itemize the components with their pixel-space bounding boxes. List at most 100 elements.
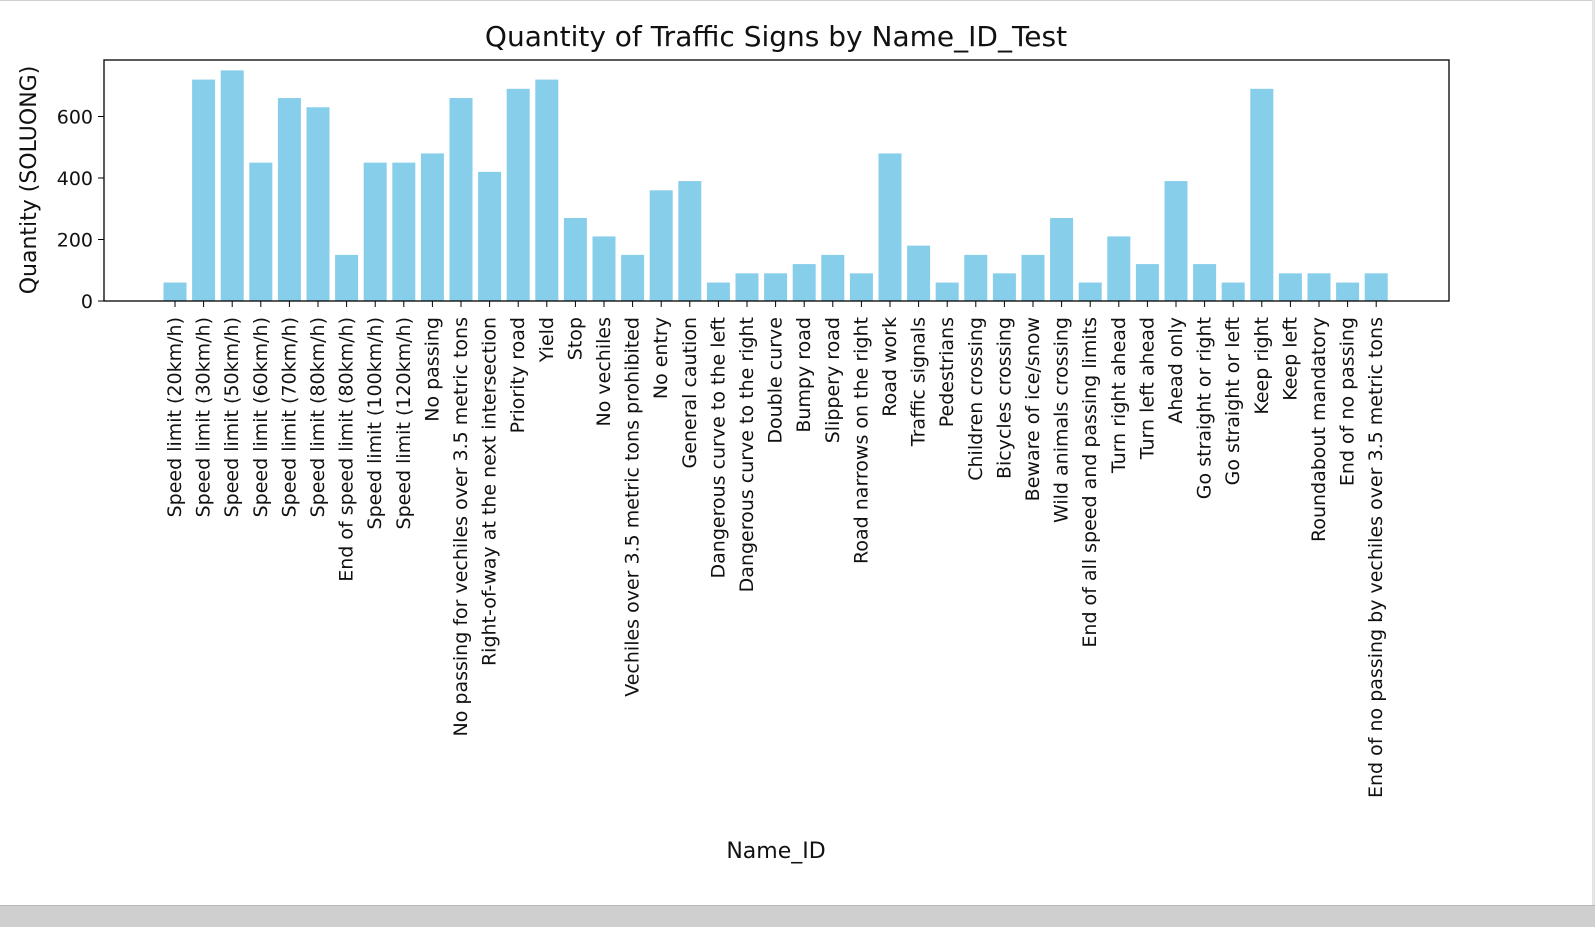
x-tick-label-8: Speed limit (120km/h): [393, 317, 415, 529]
bar-41: [1336, 282, 1360, 301]
x-tick-label-7: Speed limit (100km/h): [364, 317, 386, 529]
x-tick-label-18: General caution: [679, 317, 701, 468]
x-tick-label-33: Turn right ahead: [1108, 317, 1130, 474]
x-tick-label-4: Speed limit (70km/h): [278, 317, 300, 517]
bar-3: [249, 162, 273, 302]
bar-40: [1307, 273, 1331, 301]
x-tick-label-29: Bicycles crossing: [993, 317, 1015, 479]
bar-1: [192, 79, 216, 301]
bar-39: [1278, 273, 1302, 301]
y-tick-label-0: 0: [81, 291, 93, 313]
bar-20: [735, 273, 759, 301]
x-tick-label-40: Roundabout mandatory: [1308, 317, 1330, 542]
bar-33: [1107, 236, 1131, 302]
y-tick-label-2: 400: [57, 168, 93, 190]
bar-24: [849, 273, 873, 301]
y-axis: 0 200 400 600: [57, 107, 104, 313]
bar-32: [1078, 282, 1102, 301]
x-tick-label-35: Ahead only: [1165, 317, 1187, 424]
bar-4: [277, 98, 301, 301]
bar-0: [163, 282, 187, 301]
x-tick-label-31: Wild animals crossing: [1051, 317, 1073, 523]
chart-title: Quantity of Traffic Signs by Name_ID_Tes…: [485, 20, 1067, 53]
bar-26: [907, 245, 931, 301]
window-edge: [1592, 0, 1595, 905]
bar-34: [1135, 264, 1159, 301]
x-tick-label-2: Speed limit (50km/h): [221, 317, 243, 517]
x-tick-label-14: Stop: [564, 317, 586, 360]
bar-chart: Quantity of Traffic Signs by Name_ID_Tes…: [17, 20, 1450, 864]
x-tick-label-0: Speed limit (20km/h): [164, 317, 186, 517]
bars-group: [163, 70, 1388, 302]
bar-36: [1193, 264, 1217, 301]
x-tick-label-30: Beware of ice/snow: [1022, 317, 1044, 501]
bar-18: [678, 181, 702, 301]
x-tick-label-23: Slippery road: [822, 317, 844, 443]
x-tick-label-28: Children crossing: [965, 317, 987, 481]
x-tick-label-1: Speed limit (30km/h): [193, 317, 215, 517]
bar-27: [935, 282, 959, 301]
plot-frame: [103, 59, 1450, 302]
x-axis-label: Name_ID: [726, 839, 825, 864]
bar-2: [220, 70, 244, 302]
bar-10: [449, 98, 473, 301]
bar-30: [1021, 254, 1045, 302]
x-tick-label-37: Go straight or left: [1222, 317, 1244, 485]
bar-9: [420, 153, 444, 301]
x-tick-label-15: No vechiles: [593, 317, 615, 426]
x-tick-label-13: Yield: [536, 317, 558, 363]
x-tick-label-10: No passing for vechiles over 3.5 metric …: [450, 317, 472, 736]
x-tick-label-19: Dangerous curve to the left: [707, 317, 729, 578]
bar-6: [335, 254, 359, 302]
x-tick-label-16: Vechiles over 3.5 metric tons prohibited: [622, 317, 644, 697]
bar-23: [821, 254, 845, 302]
x-tick-label-38: Keep right: [1251, 317, 1273, 415]
bottom-scrollbar[interactable]: [0, 905, 1595, 927]
x-tick-label-32: End of all speed and passing limits: [1079, 317, 1101, 648]
x-tick-label-42: End of no passing by vechiles over 3.5 m…: [1365, 317, 1387, 798]
bar-37: [1221, 282, 1245, 301]
x-axis: Speed limit (20km/h) Speed limit (30km/h)…: [164, 301, 1387, 798]
y-axis-label: Quantity (SOLUONG): [17, 66, 42, 295]
bar-11: [478, 171, 502, 301]
bar-14: [563, 217, 587, 301]
bar-38: [1250, 88, 1274, 301]
bar-42: [1364, 273, 1388, 301]
bar-21: [764, 273, 788, 301]
x-tick-label-41: End of no passing: [1337, 317, 1359, 486]
x-tick-label-21: Double curve: [765, 317, 787, 444]
bar-15: [592, 236, 616, 302]
x-tick-label-39: Keep left: [1279, 317, 1301, 401]
x-tick-label-9: No passing: [421, 317, 443, 422]
bar-12: [506, 88, 530, 301]
bar-17: [649, 190, 673, 301]
bar-13: [535, 79, 559, 301]
bar-28: [964, 254, 988, 302]
x-tick-label-20: Dangerous curve to the right: [736, 317, 758, 592]
x-tick-label-25: Road work: [879, 317, 901, 417]
x-tick-label-3: Speed limit (60km/h): [250, 317, 272, 517]
bar-5: [306, 107, 330, 301]
bar-19: [706, 282, 730, 301]
bar-29: [992, 273, 1016, 301]
bar-8: [392, 162, 416, 302]
x-tick-label-27: Pedestrians: [936, 317, 958, 427]
bar-25: [878, 153, 902, 301]
x-tick-label-26: Traffic signals: [908, 317, 930, 447]
bar-31: [1050, 217, 1074, 301]
x-tick-label-5: Speed limit (80km/h): [307, 317, 329, 517]
bar-16: [621, 254, 645, 302]
x-tick-label-11: Right-of-way at the next intersection: [479, 317, 501, 666]
bar-7: [363, 162, 387, 302]
x-tick-label-36: Go straight or right: [1194, 317, 1216, 499]
bar-35: [1164, 181, 1188, 301]
x-tick-label-6: End of speed limit (80km/h): [336, 317, 358, 582]
x-tick-label-17: No entry: [650, 317, 672, 399]
x-tick-label-22: Bumpy road: [793, 317, 815, 433]
x-tick-label-12: Priority road: [507, 317, 529, 433]
y-tick-label-1: 200: [57, 230, 93, 252]
x-tick-label-24: Road narrows on the right: [850, 317, 872, 564]
y-tick-label-3: 600: [57, 107, 93, 129]
bar-22: [792, 264, 816, 301]
